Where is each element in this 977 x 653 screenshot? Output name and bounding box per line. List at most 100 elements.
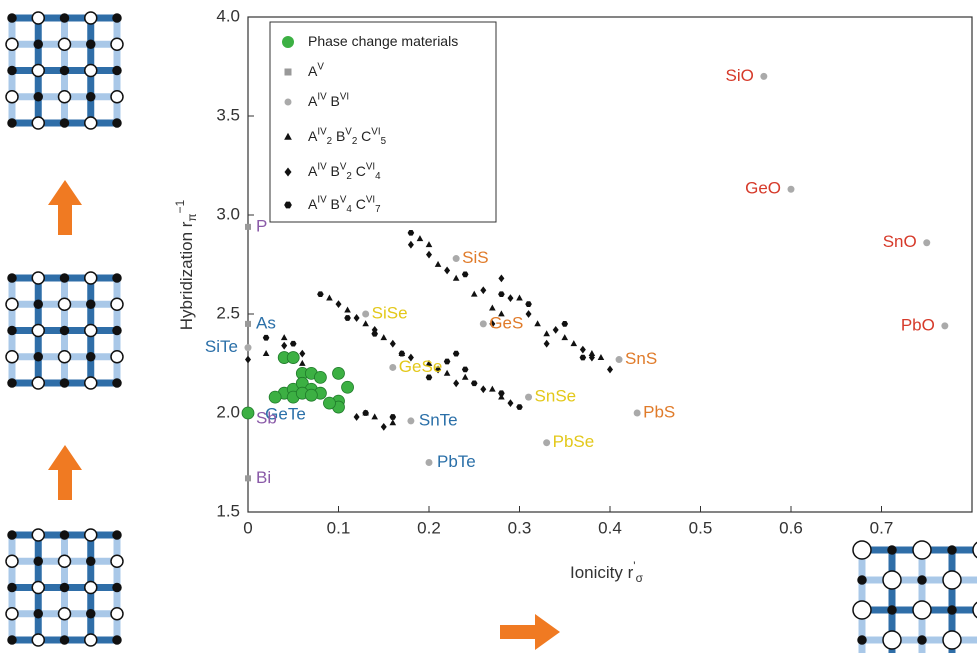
point-label: SiS bbox=[462, 248, 488, 267]
atom bbox=[7, 118, 17, 128]
point bbox=[344, 306, 351, 313]
atom bbox=[33, 299, 43, 309]
legend-label-part: VI bbox=[371, 126, 380, 137]
x-tick-label: 0.2 bbox=[417, 518, 441, 537]
atom bbox=[7, 582, 17, 593]
point bbox=[280, 334, 288, 341]
legend-label-part: 2 bbox=[327, 136, 332, 147]
point bbox=[570, 340, 578, 347]
point bbox=[262, 350, 270, 356]
point bbox=[407, 229, 415, 236]
point bbox=[389, 414, 397, 420]
arrow bbox=[48, 180, 560, 650]
legend-label-part: 4 bbox=[375, 171, 381, 182]
point bbox=[516, 294, 523, 301]
point bbox=[588, 353, 595, 362]
y-axis-label-part: −1 bbox=[173, 199, 187, 213]
legend-label-part: 2 bbox=[352, 136, 357, 147]
atom bbox=[59, 325, 70, 336]
point bbox=[332, 366, 345, 380]
point bbox=[286, 351, 300, 364]
point bbox=[398, 350, 406, 357]
point bbox=[313, 370, 327, 384]
legend-label-part: B bbox=[327, 196, 340, 212]
point bbox=[452, 350, 460, 357]
legend-marker bbox=[284, 167, 292, 177]
point bbox=[335, 300, 342, 308]
x-axis-label-part: Ionicity r bbox=[570, 563, 634, 582]
point bbox=[426, 250, 432, 259]
point-label: SnTe bbox=[419, 410, 458, 429]
atom bbox=[110, 350, 124, 364]
point bbox=[543, 339, 550, 348]
atom bbox=[33, 92, 43, 102]
point bbox=[461, 366, 469, 373]
point bbox=[534, 320, 541, 327]
point bbox=[289, 340, 297, 347]
point bbox=[607, 365, 613, 374]
legend-marker bbox=[282, 36, 294, 48]
point bbox=[443, 369, 451, 376]
point bbox=[498, 393, 505, 400]
legend-label-part: B bbox=[327, 163, 340, 179]
atom bbox=[912, 600, 932, 620]
y-tick-label: 1.5 bbox=[216, 501, 240, 520]
atom bbox=[33, 556, 43, 566]
atom bbox=[112, 635, 122, 645]
point bbox=[407, 417, 415, 425]
atom bbox=[942, 570, 962, 590]
point-label: SnSe bbox=[535, 387, 577, 406]
atom bbox=[7, 65, 17, 76]
series bbox=[241, 351, 354, 420]
point bbox=[479, 320, 487, 328]
point bbox=[453, 379, 460, 388]
legend-label-part: B bbox=[332, 128, 345, 144]
point bbox=[245, 475, 251, 482]
point bbox=[362, 320, 369, 327]
point-label: GeSe bbox=[399, 357, 442, 376]
legend-label-part: V bbox=[345, 126, 352, 137]
atom bbox=[31, 376, 45, 390]
x-tick-label: 0 bbox=[243, 518, 252, 537]
legend-label-part: A bbox=[308, 93, 318, 109]
atom bbox=[57, 90, 72, 104]
atom bbox=[112, 65, 122, 76]
x-axis-label-part: ' bbox=[633, 559, 635, 573]
point bbox=[353, 413, 360, 421]
point-label: GeO bbox=[745, 179, 781, 198]
point bbox=[480, 385, 487, 394]
legend-label-part: A bbox=[308, 128, 318, 144]
legend-label-part: V bbox=[340, 161, 347, 172]
point bbox=[380, 422, 387, 431]
atom bbox=[31, 580, 45, 595]
atom bbox=[912, 540, 932, 560]
point bbox=[245, 223, 251, 230]
x-axis-label-part: σ bbox=[636, 571, 644, 585]
atom bbox=[852, 600, 872, 620]
atom bbox=[7, 273, 17, 283]
x-tick-label: 0.1 bbox=[327, 518, 351, 537]
atom bbox=[86, 92, 96, 102]
atom bbox=[33, 352, 43, 362]
atom bbox=[86, 609, 96, 619]
atom bbox=[5, 350, 19, 364]
atom bbox=[57, 37, 72, 51]
atom bbox=[59, 273, 70, 283]
y-tick-label: 4.0 bbox=[216, 6, 240, 25]
point bbox=[317, 291, 324, 298]
lattice bbox=[5, 11, 124, 130]
x-tick-label: 0.7 bbox=[870, 518, 894, 537]
atom bbox=[852, 540, 872, 560]
legend-box bbox=[269, 21, 497, 223]
lattice bbox=[5, 528, 124, 647]
point bbox=[480, 286, 487, 295]
point bbox=[444, 266, 451, 275]
point bbox=[344, 315, 351, 321]
atom bbox=[857, 635, 867, 645]
point-label: Sb bbox=[256, 408, 277, 427]
atom bbox=[59, 65, 70, 76]
point bbox=[597, 353, 605, 360]
point bbox=[525, 310, 532, 318]
legend-label-part: B bbox=[327, 93, 340, 109]
